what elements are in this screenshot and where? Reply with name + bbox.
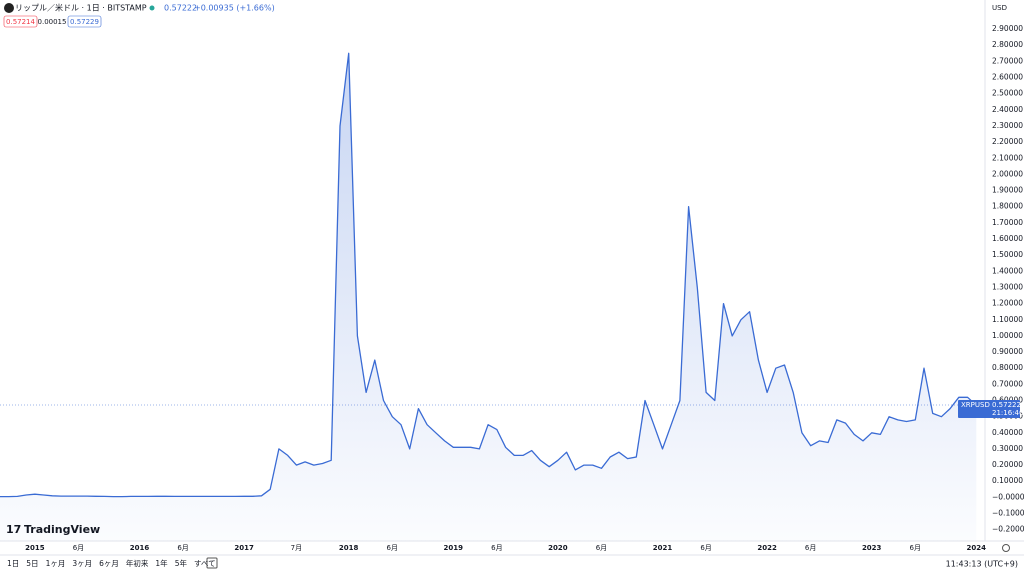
change: +0.00935 (+1.66%) bbox=[194, 4, 275, 13]
bid-box[interactable] bbox=[3, 15, 38, 28]
x-tick-label: 7月 bbox=[291, 544, 302, 552]
logo: TradingView bbox=[24, 523, 100, 536]
y-tick-label: 2.60000 bbox=[992, 73, 1023, 82]
y-tick-label: 1.20000 bbox=[992, 299, 1023, 308]
range-button[interactable]: 年初来 bbox=[126, 558, 149, 568]
y-tick-label: 0.80000 bbox=[992, 363, 1023, 372]
range-button[interactable]: 5日 bbox=[26, 559, 38, 568]
y-tick-label: 2.70000 bbox=[992, 56, 1023, 65]
y-tick-label: −0.10000 bbox=[992, 509, 1024, 518]
date-range-icon[interactable] bbox=[206, 557, 218, 569]
x-tick-label: 6月 bbox=[700, 544, 711, 552]
range-button[interactable]: 5年 bbox=[175, 558, 188, 568]
y-tick-label: 2.80000 bbox=[992, 40, 1023, 49]
area bbox=[0, 53, 977, 542]
x-tick-label: 2018 bbox=[339, 544, 359, 552]
x-tick-label: 2024 bbox=[967, 544, 987, 552]
y-tick-label: 2.10000 bbox=[992, 153, 1023, 162]
y-tick-label: 1.30000 bbox=[992, 282, 1023, 291]
y-tick-label: 2.40000 bbox=[992, 105, 1023, 114]
x-tick-label: 2019 bbox=[444, 544, 464, 552]
x-tick-label: 6月 bbox=[805, 544, 816, 552]
y-tick-label: 0.30000 bbox=[992, 444, 1023, 453]
logo-mark: 𝟭𝟳 bbox=[6, 523, 21, 536]
range-button[interactable]: 1年 bbox=[155, 558, 168, 568]
x-tick-label: 2016 bbox=[130, 544, 150, 552]
x-tick-label: 6月 bbox=[910, 544, 921, 552]
currency: USD bbox=[992, 4, 1007, 12]
y-tick-label: 1.00000 bbox=[992, 331, 1023, 340]
x-tick-label: 6月 bbox=[387, 544, 398, 552]
y-tick-label: 2.20000 bbox=[992, 137, 1023, 146]
x-tick-label: 2022 bbox=[757, 544, 777, 552]
x-tick-label: 6月 bbox=[73, 544, 84, 552]
y-tick-label: 1.50000 bbox=[992, 250, 1023, 259]
settings-icon[interactable] bbox=[1002, 544, 1010, 552]
price-tag-time: 21:16:46 bbox=[992, 409, 1024, 417]
x-tick-label: 2017 bbox=[234, 544, 254, 552]
clock: 11:43:13 (UTC+9) bbox=[946, 560, 1018, 569]
range-button[interactable]: すべて bbox=[194, 559, 216, 568]
y-tick-label: 2.50000 bbox=[992, 89, 1023, 98]
last-price: 0.57222 bbox=[164, 4, 197, 13]
bid: 0.57214 bbox=[6, 18, 35, 26]
x-tick-label: 2021 bbox=[653, 544, 673, 552]
y-tick-label: 0.10000 bbox=[992, 476, 1023, 485]
x-tick-label: 6月 bbox=[177, 544, 188, 552]
price-tag-symbol: XRPUSD bbox=[961, 401, 990, 409]
y-tick-label: 0.70000 bbox=[992, 379, 1023, 388]
ask: 0.57229 bbox=[70, 18, 99, 26]
y-tick-label: 1.70000 bbox=[992, 218, 1023, 227]
range-button[interactable]: 3ヶ月 bbox=[72, 559, 92, 568]
range-button[interactable]: 6ヶ月 bbox=[99, 559, 119, 568]
price-tag bbox=[958, 399, 1020, 418]
x-tick-label: 2020 bbox=[548, 544, 568, 552]
x-tick-label: 6月 bbox=[596, 544, 607, 552]
range-button[interactable]: 1日 bbox=[7, 559, 19, 568]
y-tick-label: 1.60000 bbox=[992, 234, 1023, 243]
y-tick-label: 0.40000 bbox=[992, 428, 1023, 437]
y-tick-label: 1.80000 bbox=[992, 202, 1023, 211]
y-tick-label: 2.00000 bbox=[992, 169, 1023, 178]
x-tick-label: 2015 bbox=[25, 544, 45, 552]
symbol-title: リップル／米ドル · 1日 · BITSTAMP bbox=[15, 3, 147, 13]
x-tick-label: 2023 bbox=[862, 544, 882, 552]
price-tag-value: 0.57222 bbox=[992, 401, 1021, 409]
y-tick-label: −0.20000 bbox=[992, 525, 1024, 534]
symbol-icon bbox=[4, 3, 14, 13]
y-tick-label: 2.90000 bbox=[992, 24, 1023, 33]
y-tick-label: 0.90000 bbox=[992, 347, 1023, 356]
y-tick-label: 1.90000 bbox=[992, 186, 1023, 195]
y-tick-label: 0.20000 bbox=[992, 460, 1023, 469]
y-tick-label: −0.00000 bbox=[992, 492, 1024, 501]
y-tick-label: 1.40000 bbox=[992, 266, 1023, 275]
x-tick-label: 6月 bbox=[491, 544, 502, 552]
range-button[interactable]: 1ヶ月 bbox=[46, 559, 66, 568]
price-line bbox=[0, 52, 977, 498]
y-tick-label: 2.30000 bbox=[992, 121, 1023, 130]
status-dot bbox=[149, 5, 155, 11]
y-tick-label: 1.10000 bbox=[992, 315, 1023, 324]
ask-box[interactable] bbox=[67, 15, 102, 28]
spread: 0.00015 bbox=[38, 18, 67, 26]
